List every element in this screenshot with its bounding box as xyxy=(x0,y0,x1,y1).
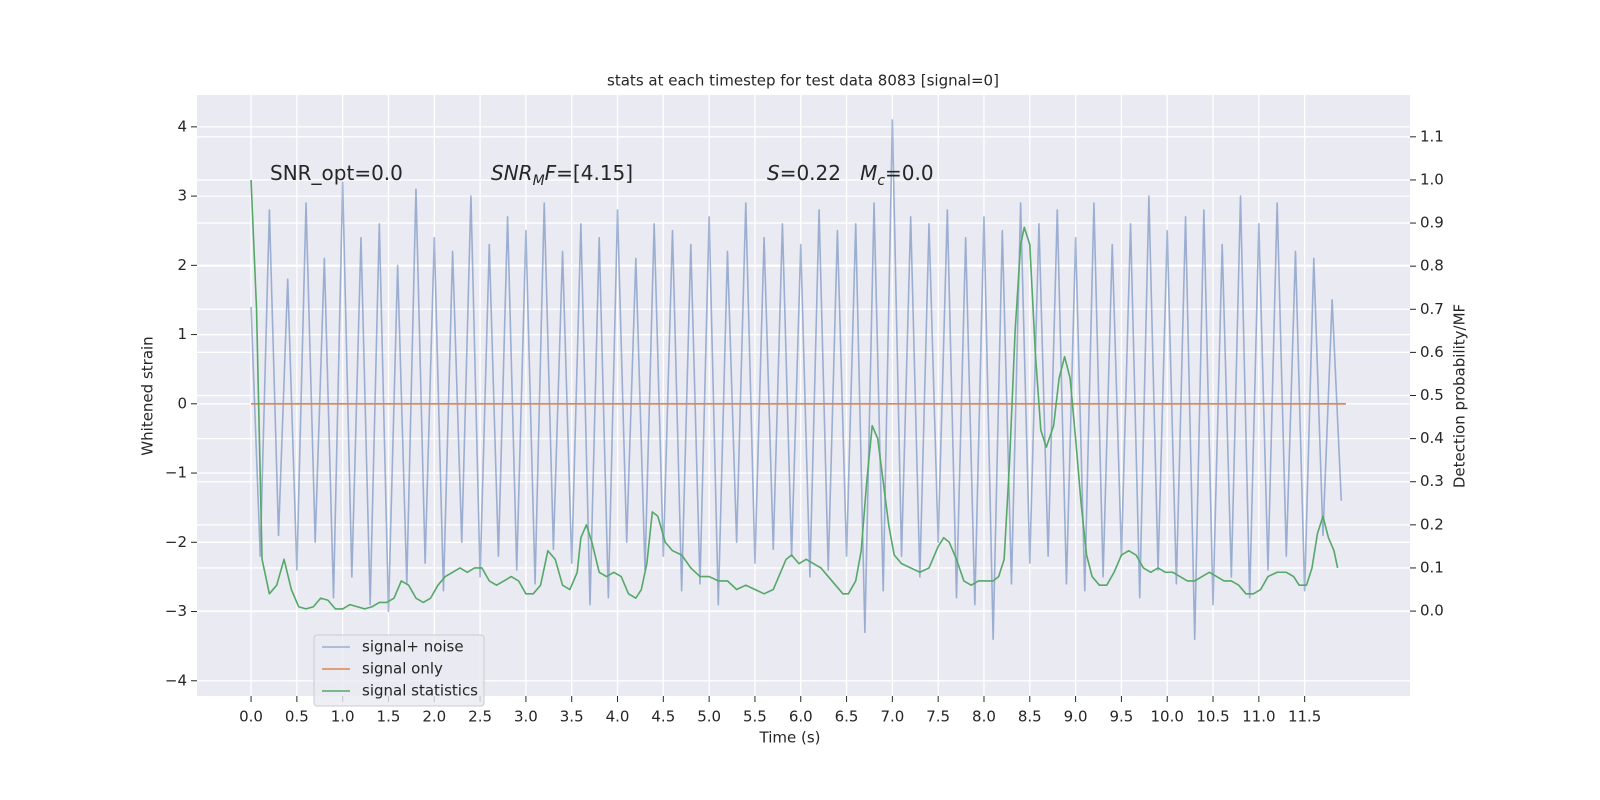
y2-tick-label: 0.8 xyxy=(1420,257,1444,275)
y-tick-label: −1 xyxy=(165,464,187,482)
annotation-part: SNR_opt=0.0 xyxy=(270,161,403,185)
x-tick-label: 5.0 xyxy=(697,708,721,726)
x-tick-label: 7.0 xyxy=(880,708,904,726)
line-series xyxy=(250,179,1339,610)
annotation-part: SNR xyxy=(491,161,533,185)
annotation: S=0.22 Mc=0.0 xyxy=(767,161,934,189)
legend-box xyxy=(313,634,485,707)
y2-tick-label: 0.0 xyxy=(1420,602,1444,620)
annotation-part: F xyxy=(545,161,557,185)
y2-tick-label: 0.9 xyxy=(1420,214,1444,232)
x-tick-label: 8.5 xyxy=(1018,708,1042,726)
x-tick-label: 3.0 xyxy=(514,708,538,726)
x-tick-label: 9.0 xyxy=(1064,708,1088,726)
y-tick-label: 4 xyxy=(177,117,187,135)
legend-label: signal only xyxy=(362,660,443,678)
x-tick-label: 6.0 xyxy=(789,708,813,726)
y2-tick-label: 0.3 xyxy=(1420,472,1444,490)
x-tick-label: 11.0 xyxy=(1242,708,1275,726)
chart-title: stats at each timestep for test data 808… xyxy=(607,72,999,90)
annotation: SNR_opt=0.0 xyxy=(270,161,403,185)
y2-tick-label: 0.7 xyxy=(1420,300,1444,318)
x-tick-label: 10.0 xyxy=(1151,708,1184,726)
x-tick-label: 3.5 xyxy=(560,708,584,726)
annotation-part: c xyxy=(877,173,885,189)
y2-tick-label: 0.5 xyxy=(1420,386,1444,404)
y2-axis-label: Detection probability/MF xyxy=(1451,304,1469,488)
y2-tick-label: 0.2 xyxy=(1420,515,1444,533)
x-tick-label: 1.0 xyxy=(331,708,355,726)
x-tick-label: 4.0 xyxy=(606,708,630,726)
x-axis-label: Time (s) xyxy=(759,729,821,747)
x-tick-label: 9.5 xyxy=(1109,708,1133,726)
legend-label: signal+ noise xyxy=(362,638,464,656)
legend-label: signal statistics xyxy=(362,682,478,700)
x-tick-label: 6.5 xyxy=(835,708,859,726)
annotation-part: =[4.15] xyxy=(556,161,633,185)
x-tick-label: 2.5 xyxy=(468,708,492,726)
y-tick-label: −2 xyxy=(165,533,187,551)
x-tick-label: 5.5 xyxy=(743,708,767,726)
annotation-part: M xyxy=(533,173,545,189)
y-axis-label: Whitened strain xyxy=(139,336,157,455)
line-series xyxy=(250,119,1343,641)
x-tick-label: 0.5 xyxy=(285,708,309,726)
x-tick-label: 10.5 xyxy=(1196,708,1229,726)
x-tick-label: 4.5 xyxy=(651,708,675,726)
x-tick-label: 0.0 xyxy=(239,708,263,726)
x-tick-label: 11.5 xyxy=(1288,708,1321,726)
x-tick-label: 8.0 xyxy=(972,708,996,726)
y2-tick-label: 0.4 xyxy=(1420,429,1444,447)
y2-tick-label: 0.1 xyxy=(1420,558,1444,576)
y-tick-label: 1 xyxy=(177,325,187,343)
y-tick-label: −4 xyxy=(165,671,187,689)
annotation-part: =0.22 xyxy=(780,161,860,185)
annotation: SNRMF=[4.15] xyxy=(491,161,633,189)
annotation-part: M xyxy=(860,161,877,185)
y2-tick-label: 0.6 xyxy=(1420,343,1444,361)
annotation-part: S xyxy=(767,161,780,185)
y-tick-label: 2 xyxy=(177,256,187,274)
x-tick-label: 1.5 xyxy=(377,708,401,726)
x-tick-label: 2.0 xyxy=(422,708,446,726)
x-tick-label: 7.5 xyxy=(926,708,950,726)
y2-tick-label: 1.1 xyxy=(1420,127,1444,145)
y2-tick-label: 1.0 xyxy=(1420,170,1444,188)
y-tick-label: 0 xyxy=(177,394,187,412)
y-tick-label: −3 xyxy=(165,602,187,620)
annotation-part: =0.0 xyxy=(885,161,934,185)
y-tick-label: 3 xyxy=(177,187,187,205)
